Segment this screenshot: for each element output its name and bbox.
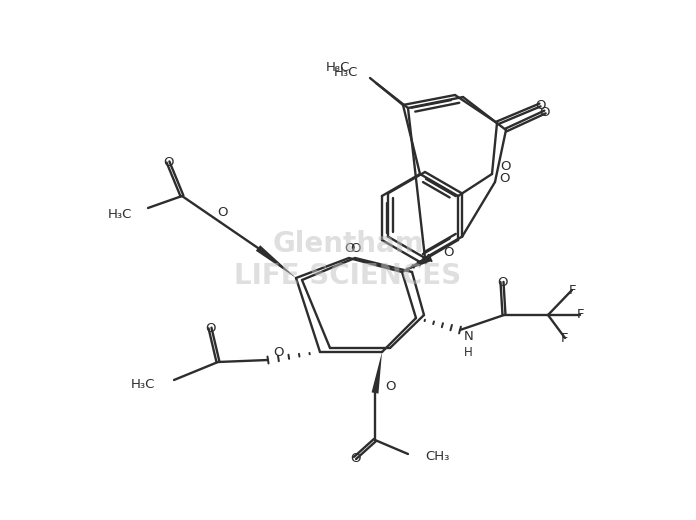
Text: O: O — [216, 205, 228, 218]
Text: O: O — [385, 381, 395, 394]
Text: O: O — [443, 245, 453, 258]
Text: O: O — [540, 106, 551, 119]
Text: CH₃: CH₃ — [425, 450, 450, 463]
Text: H₃C: H₃C — [108, 207, 132, 220]
Text: F: F — [568, 283, 576, 296]
Text: O: O — [350, 241, 361, 254]
Text: N: N — [464, 331, 474, 344]
Text: H₃C: H₃C — [131, 378, 155, 391]
Text: O: O — [499, 172, 509, 185]
Text: O: O — [273, 346, 283, 359]
Text: O: O — [163, 155, 173, 168]
Text: O: O — [497, 276, 507, 289]
Text: H: H — [464, 345, 473, 358]
Text: F: F — [576, 308, 584, 321]
Text: Glentham
LIFE SCIENCES: Glentham LIFE SCIENCES — [235, 230, 461, 290]
Polygon shape — [372, 352, 382, 394]
Text: F: F — [561, 332, 569, 345]
Text: O: O — [535, 98, 545, 111]
Text: O: O — [350, 451, 361, 464]
Polygon shape — [256, 245, 296, 278]
Text: H₃C: H₃C — [326, 60, 350, 73]
Text: O: O — [500, 160, 510, 173]
Text: H₃C: H₃C — [333, 66, 358, 79]
Polygon shape — [402, 255, 432, 272]
Text: O: O — [344, 241, 354, 254]
Text: O: O — [205, 321, 215, 334]
